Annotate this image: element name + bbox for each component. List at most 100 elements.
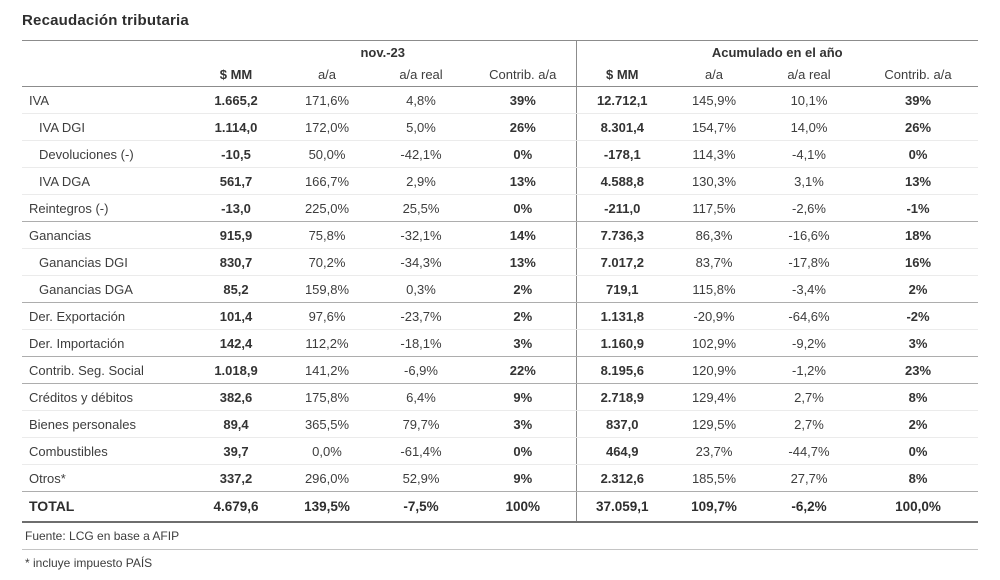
column-header-aareal-nov: a/a real (372, 63, 470, 87)
row-label: Combustibles (22, 437, 190, 465)
cell: -34,3% (372, 248, 470, 276)
cell: 159,8% (282, 275, 372, 303)
cell: 719,1 (575, 275, 668, 303)
cell: 100% (470, 491, 576, 523)
column-header-aa-acum: a/a (668, 63, 760, 87)
cell: 0% (858, 437, 978, 465)
cell: -7,5% (372, 491, 470, 523)
cell: -6,2% (760, 491, 858, 523)
cell: 2% (858, 410, 978, 438)
cell: 2% (858, 275, 978, 303)
group-header-acumulado: Acumulado en el año (575, 40, 978, 64)
table-row: IVA 1.665,2 171,6% 4,8% 39% 12.712,1 145,9% 10,… (22, 86, 978, 114)
column-header-mm-acum: $ MM (575, 63, 668, 87)
cell: 561,7 (190, 167, 282, 195)
cell: -1,2% (760, 356, 858, 384)
cell: 75,8% (282, 221, 372, 249)
cell: 101,4 (190, 302, 282, 330)
column-header-contrib-acum: Contrib. a/a (858, 63, 978, 87)
cell: 1.160,9 (575, 329, 668, 357)
cell: 145,9% (668, 86, 760, 114)
cell: -20,9% (668, 302, 760, 330)
cell: -16,6% (760, 221, 858, 249)
cell: 12.712,1 (575, 86, 668, 114)
table-row: Ganancias DGA 85,2 159,8% 0,3% 2% 719,1 115,8%… (22, 275, 978, 303)
column-header-aa-nov: a/a (282, 63, 372, 87)
cell: 9% (470, 464, 576, 492)
cell: 296,0% (282, 464, 372, 492)
cell: 100,0% (858, 491, 978, 523)
row-label: Der. Exportación (22, 302, 190, 330)
cell: -178,1 (575, 140, 668, 168)
cell: 8.301,4 (575, 113, 668, 141)
cell: -44,7% (760, 437, 858, 465)
cell: 154,7% (668, 113, 760, 141)
cell: 2% (470, 302, 576, 330)
cell: -9,2% (760, 329, 858, 357)
cell: 114,3% (668, 140, 760, 168)
table-row: Combustibles 39,7 0,0% -61,4% 0% 464,9 23,7% -4… (22, 437, 978, 465)
cell: 22% (470, 356, 576, 384)
cell: 185,5% (668, 464, 760, 492)
row-label: Reintegros (-) (22, 194, 190, 222)
cell: 464,9 (575, 437, 668, 465)
cell: 26% (470, 113, 576, 141)
column-header-contrib-nov: Contrib. a/a (470, 63, 576, 87)
column-header-mm-nov: $ MM (190, 63, 282, 87)
table-row: IVA DGI 1.114,0 172,0% 5,0% 26% 8.301,4 154,7%… (22, 113, 978, 141)
cell: 0,3% (372, 275, 470, 303)
cell: 3% (470, 410, 576, 438)
row-label: Ganancias (22, 221, 190, 249)
cell: 171,6% (282, 86, 372, 114)
cell: -1% (858, 194, 978, 222)
cell: -10,5 (190, 140, 282, 168)
row-label: Der. Importación (22, 329, 190, 357)
cell: 37.059,1 (575, 491, 668, 523)
cell: 7.017,2 (575, 248, 668, 276)
cell: 4.588,8 (575, 167, 668, 195)
total-row: TOTAL 4.679,6 139,5% -7,5% 100% 37.059,1 109,7… (22, 491, 978, 523)
cell: 102,9% (668, 329, 760, 357)
cell: 109,7% (668, 491, 760, 523)
cell: 39% (470, 86, 576, 114)
cell: 0,0% (282, 437, 372, 465)
cell: 89,4 (190, 410, 282, 438)
cell: 0% (470, 437, 576, 465)
empty-corner-cell (22, 63, 190, 87)
cell: 18% (858, 221, 978, 249)
cell: 2,7% (760, 410, 858, 438)
column-group-header-row: nov.-23 Acumulado en el año (22, 40, 978, 64)
cell: 26% (858, 113, 978, 141)
cell: 915,9 (190, 221, 282, 249)
cell: 3,1% (760, 167, 858, 195)
cell: 172,0% (282, 113, 372, 141)
cell: -211,0 (575, 194, 668, 222)
column-header-aareal-acum: a/a real (760, 63, 858, 87)
table-row: Bienes personales 89,4 365,5% 79,7% 3% 837,0 1… (22, 410, 978, 438)
cell: -17,8% (760, 248, 858, 276)
table-row: IVA DGA 561,7 166,7% 2,9% 13% 4.588,8 130,3% 3,… (22, 167, 978, 195)
row-label: TOTAL (22, 491, 190, 523)
cell: 39,7 (190, 437, 282, 465)
cell: 83,7% (668, 248, 760, 276)
cell: 70,2% (282, 248, 372, 276)
cell: 52,9% (372, 464, 470, 492)
cell: 86,3% (668, 221, 760, 249)
cell: 175,8% (282, 383, 372, 411)
cell: 337,2 (190, 464, 282, 492)
cell: 2% (470, 275, 576, 303)
cell: 7.736,3 (575, 221, 668, 249)
cell: 23% (858, 356, 978, 384)
cell: 27,7% (760, 464, 858, 492)
footnotes: Fuente: LCG en base a AFIP * incluye imp… (22, 523, 978, 576)
cell: 0% (858, 140, 978, 168)
page-title: Recaudación tributaria (22, 12, 189, 29)
cell: 139,5% (282, 491, 372, 523)
cell: -6,9% (372, 356, 470, 384)
cell: -3,4% (760, 275, 858, 303)
table-row: Devoluciones (-) -10,5 50,0% -42,1% 0% -178,1… (22, 140, 978, 168)
table-row: Der. Importación 142,4 112,2% -18,1% 3% 1.160… (22, 329, 978, 357)
cell: 4,8% (372, 86, 470, 114)
cell: -4,1% (760, 140, 858, 168)
